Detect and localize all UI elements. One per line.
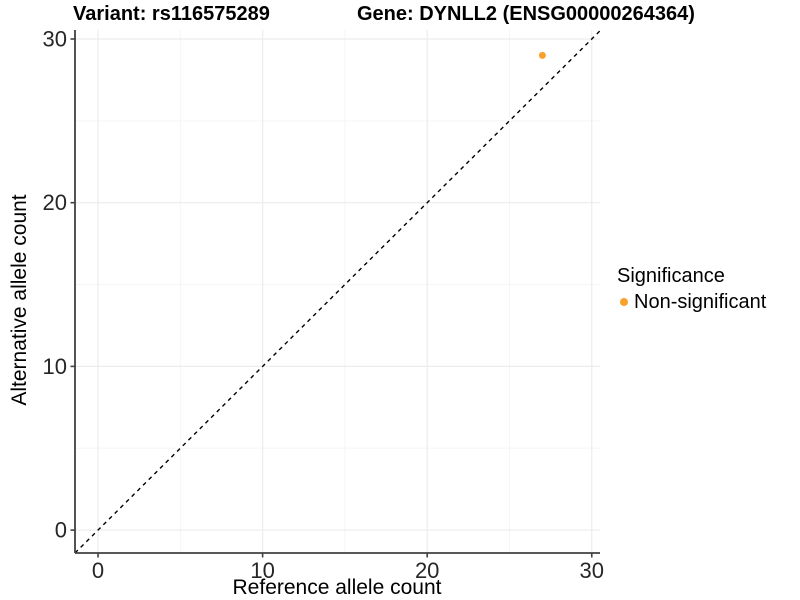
- y-tick-label: 30: [43, 27, 67, 52]
- plot-title-gene: Gene: DYNLL2 (ENSG00000264364): [357, 3, 695, 25]
- data-point: [538, 51, 546, 59]
- x-tick-label: 30: [580, 558, 604, 583]
- x-tick-label: 10: [250, 558, 274, 583]
- legend-title: Significance: [617, 265, 725, 287]
- x-axis-title: Reference allele count: [232, 576, 442, 599]
- y-tick-label: 0: [55, 518, 67, 543]
- legend-item: Non-significant: [615, 290, 766, 314]
- y-tick-label: 10: [43, 354, 67, 379]
- x-tick-label: 20: [415, 558, 439, 583]
- legend-item-label: Non-significant: [634, 290, 767, 313]
- legend: Significance Non-significant: [615, 264, 766, 314]
- x-tick-label: 0: [92, 558, 104, 583]
- y-tick-label: 20: [43, 190, 67, 215]
- y-axis-title: Alternative allele count: [8, 194, 31, 406]
- legend-point-icon: [620, 298, 628, 306]
- identity-reference-line: [74, 30, 601, 554]
- plot-title-variant: Variant: rs116575289: [73, 3, 270, 25]
